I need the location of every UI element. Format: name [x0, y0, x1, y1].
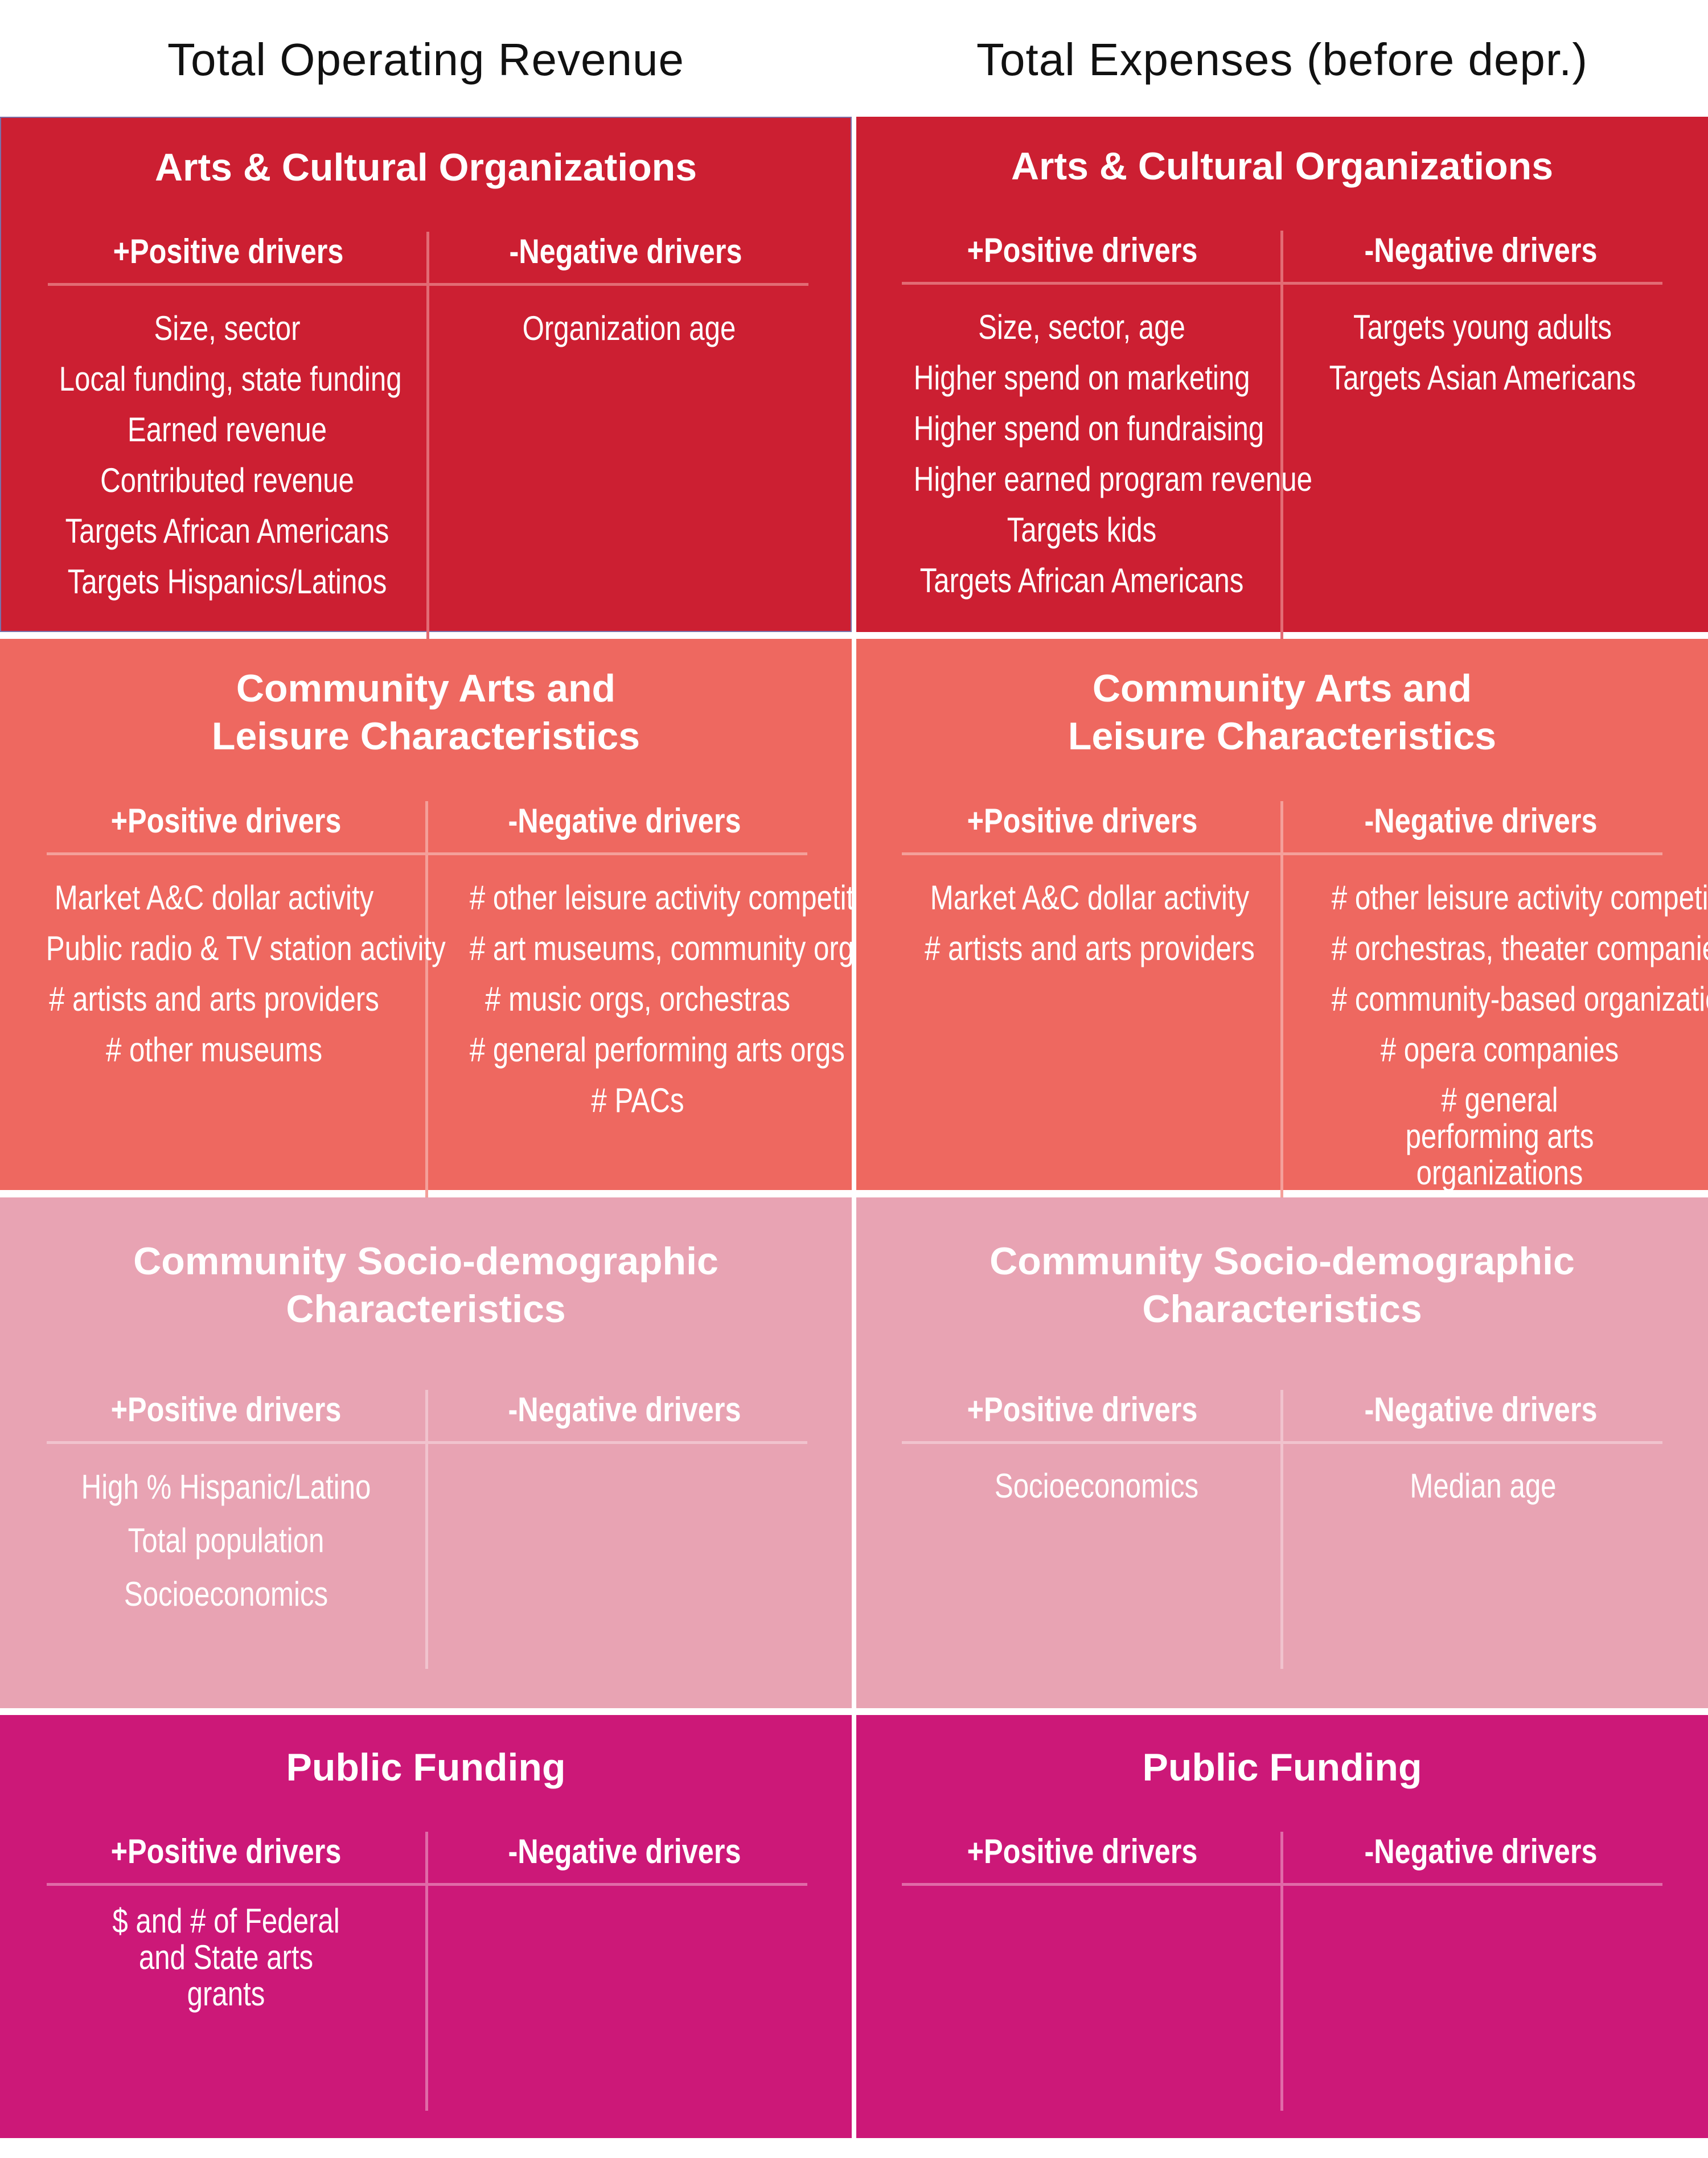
panel-title: Community Arts and Leisure Characteristi…: [856, 664, 1708, 760]
column-divider: [1280, 1390, 1283, 1669]
list-item: Total population: [128, 1521, 325, 1560]
list-item: $ and # of Federal and State arts grants: [112, 1902, 340, 2013]
positive-drivers-label: +Positive drivers: [110, 802, 342, 840]
column-divider: [1280, 1832, 1283, 2111]
panel-expenses-community-arts: Community Arts and Leisure Characteristi…: [856, 639, 1708, 1222]
list-item: High % Hispanic/Latino: [81, 1468, 371, 1506]
positive-drivers-list: Market A&C dollar activity # artists and…: [922, 872, 1258, 974]
positive-drivers-label: +Positive drivers: [967, 231, 1198, 269]
list-item: # music orgs, orchestras: [485, 980, 790, 1018]
list-item: # artists and arts providers: [925, 929, 1255, 967]
list-item: Targets Hispanics/Latinos: [67, 563, 387, 601]
negative-drivers-list: # other leisure activity competitors # o…: [1331, 872, 1708, 1192]
panel-title: Community Arts and Leisure Characteristi…: [0, 664, 852, 760]
positive-drivers-label: +Positive drivers: [967, 1390, 1198, 1429]
panel-expenses-arts-cultural: Arts & Cultural Organizations +Positive …: [856, 117, 1708, 710]
list-item: # general performing arts orgs: [469, 1031, 845, 1069]
column-divider: [426, 232, 429, 711]
negative-drivers-list: Targets young adults Targets Asian Ameri…: [1315, 302, 1650, 403]
panel-title-line: Community Socio-demographic: [133, 1240, 718, 1283]
list-item: Earned revenue: [127, 411, 327, 449]
list-item: Targets kids: [1007, 511, 1157, 549]
list-item: Targets Asian Americans: [1329, 359, 1636, 397]
positive-drivers-list: Market A&C dollar activity Public radio …: [46, 872, 446, 1075]
list-item: Local funding, state funding: [59, 360, 402, 398]
panel-revenue-socio-demographic: Community Socio-demographic Characterist…: [0, 1197, 852, 1708]
negative-drivers-label: -Negative drivers: [509, 232, 742, 270]
panel-title: Public Funding: [286, 1746, 566, 1789]
list-item: Median age: [1410, 1467, 1557, 1505]
panel-expenses-socio-demographic: Community Socio-demographic Characterist…: [856, 1197, 1708, 1708]
panel-title: Public Funding: [1142, 1746, 1422, 1789]
positive-drivers-label: +Positive drivers: [967, 802, 1198, 840]
list-item: Market A&C dollar activity: [930, 879, 1250, 917]
column-divider: [425, 1390, 428, 1669]
header-total-operating-revenue: Total Operating Revenue: [167, 34, 684, 85]
column-divider: [1280, 231, 1283, 710]
negative-drivers-label: -Negative drivers: [1364, 1832, 1598, 1870]
header-total-expenses: Total Expenses (before depr.): [976, 34, 1588, 85]
list-item: # art museums, community orgs: [469, 929, 868, 967]
list-item: # PACs: [591, 1081, 684, 1119]
panel-title-line: Community Socio-demographic: [990, 1240, 1575, 1283]
positive-drivers-label: +Positive drivers: [110, 1390, 342, 1429]
negative-drivers-list: # other leisure activity competitors # a…: [469, 872, 893, 1126]
panel-revenue-community-arts: Community Arts and Leisure Characteristi…: [0, 639, 893, 1222]
panel-revenue-public-funding: Public Funding +Positive drivers -Negati…: [0, 1715, 852, 2138]
list-item: Size, sector: [154, 309, 301, 347]
negative-drivers-label: -Negative drivers: [1364, 802, 1598, 840]
panel-title-line: Community Arts and: [236, 667, 616, 710]
column-divider: [425, 801, 428, 1222]
list-item: Socioeconomics: [124, 1575, 329, 1613]
list-item: Market A&C dollar activity: [54, 879, 374, 917]
column-divider: [425, 1832, 428, 2111]
list-item: # other museums: [105, 1031, 323, 1069]
list-item: # general performing arts organizations: [1405, 1081, 1594, 1192]
panel-title-line: Leisure Characteristics: [1068, 715, 1497, 758]
panel-title: Arts & Cultural Organizations: [154, 146, 697, 189]
list-item: # other leisure activity competitors: [1331, 879, 1708, 917]
negative-drivers-label: -Negative drivers: [508, 1390, 741, 1429]
panel-title-line: Leisure Characteristics: [211, 715, 640, 758]
negative-drivers-label: -Negative drivers: [508, 1832, 741, 1870]
panel-title: Arts & Cultural Organizations: [1011, 145, 1554, 188]
positive-drivers-list: Size, sector, age Higher spend on market…: [913, 302, 1312, 606]
panel-revenue-arts-cultural: Arts & Cultural Organizations +Positive …: [0, 117, 852, 711]
panel-expenses-public-funding: Public Funding +Positive drivers -Negati…: [856, 1715, 1708, 2138]
list-item: # opera companies: [1380, 1031, 1619, 1069]
list-item: # artists and arts providers: [49, 980, 379, 1018]
negative-drivers-label: -Negative drivers: [1364, 231, 1598, 269]
list-item: # community-based organizations: [1331, 980, 1708, 1018]
list-item: Size, sector, age: [978, 308, 1185, 346]
list-item: Targets African Americans: [65, 512, 389, 550]
list-item: Targets young adults: [1353, 308, 1612, 346]
list-item: Socioeconomics: [994, 1467, 1199, 1505]
panel-title-line: Characteristics: [286, 1287, 566, 1331]
list-item: Higher spend on marketing: [913, 359, 1250, 397]
negative-drivers-label: -Negative drivers: [1364, 1390, 1598, 1429]
positive-drivers-label: +Positive drivers: [113, 232, 344, 270]
panel-title-line: Characteristics: [1142, 1287, 1422, 1331]
positive-drivers-list: Socioeconomics: [929, 1460, 1264, 1511]
panel-title: Community Socio-demographic Characterist…: [0, 1237, 852, 1333]
panel-title: Community Socio-demographic Characterist…: [856, 1237, 1708, 1333]
positive-drivers-list: $ and # of Federal and State arts grants: [58, 1896, 394, 2012]
negative-drivers-label: -Negative drivers: [508, 802, 741, 840]
list-item: Organization age: [522, 309, 736, 347]
list-item: Higher spend on fundraising: [913, 409, 1264, 448]
list-item: # orchestras, theater companies: [1331, 929, 1708, 967]
list-item: Contributed revenue: [100, 461, 354, 499]
panel-title-line: Community Arts and: [1092, 667, 1472, 710]
list-item: Targets African Americans: [919, 561, 1244, 600]
negative-drivers-list: Organization age: [461, 303, 797, 354]
list-item: Public radio & TV station activity: [46, 929, 446, 967]
negative-drivers-list: Median age: [1315, 1460, 1651, 1511]
column-divider: [1280, 801, 1283, 1222]
positive-drivers-list: Size, sector Local funding, state fundin…: [59, 303, 402, 607]
list-item: # other leisure activity competitors: [469, 879, 893, 917]
positive-drivers-label: +Positive drivers: [967, 1832, 1198, 1870]
list-item: Higher earned program revenue: [913, 460, 1312, 498]
positive-drivers-label: +Positive drivers: [110, 1832, 342, 1870]
positive-drivers-list: High % Hispanic/Latino Total population …: [58, 1460, 394, 1621]
